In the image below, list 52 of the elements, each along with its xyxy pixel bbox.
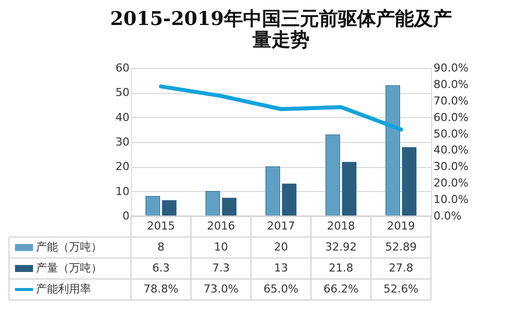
legend-label: 产量（万吨） bbox=[36, 262, 102, 274]
y2-tick-label: 20.0% bbox=[434, 176, 468, 190]
y-tick-label: 30 bbox=[116, 136, 130, 148]
y2-tick-label: 70.0% bbox=[434, 94, 468, 108]
data-label: 7.3 bbox=[212, 262, 230, 274]
x-tick-label: 2019 bbox=[387, 220, 415, 232]
bar bbox=[282, 184, 297, 216]
y2-tick-label: 0.0% bbox=[434, 210, 462, 222]
y-tick-label: 40 bbox=[116, 110, 130, 124]
legend-label: 产能利用率 bbox=[36, 282, 91, 296]
data-label: 78.8% bbox=[144, 282, 178, 296]
data-label: 13 bbox=[274, 262, 288, 274]
y-tick-label: 20 bbox=[116, 160, 130, 174]
bar bbox=[325, 134, 340, 216]
data-label: 20 bbox=[274, 240, 288, 254]
bar bbox=[265, 166, 280, 216]
data-label: 73.0% bbox=[204, 282, 238, 296]
y-tick-label: 0 bbox=[122, 210, 130, 222]
y2-tick-label: 90.0% bbox=[434, 62, 468, 74]
data-label: 66.2% bbox=[324, 282, 358, 296]
bar bbox=[385, 85, 400, 216]
y-tick-label: 50 bbox=[116, 86, 130, 100]
data-label: 8 bbox=[158, 240, 164, 254]
y-tick-label: 10 bbox=[116, 184, 130, 198]
x-tick-label: 2015 bbox=[147, 220, 175, 232]
data-label: 27.8 bbox=[388, 262, 414, 274]
x-tick-label: 2017 bbox=[267, 220, 295, 232]
y2-tick-label: 60.0% bbox=[434, 110, 468, 124]
y2-tick-label: 80.0% bbox=[434, 78, 468, 91]
bar bbox=[402, 147, 417, 216]
y2-tick-label: 30.0% bbox=[434, 160, 468, 174]
y2-tick-label: 10.0% bbox=[434, 193, 468, 206]
data-label: 21.8 bbox=[328, 262, 354, 274]
legend-label: 产能（万吨） bbox=[36, 240, 102, 254]
line-series bbox=[159, 84, 403, 132]
y2-tick-label: 40.0% bbox=[434, 144, 468, 157]
data-label: 32.92 bbox=[325, 240, 357, 254]
bar bbox=[145, 196, 160, 216]
x-tick-label: 2018 bbox=[327, 220, 355, 232]
bar bbox=[205, 191, 220, 216]
x-tick-label: 2016 bbox=[207, 220, 235, 232]
chart-title: 2015-2019年中国三元前驱体产能及产量走势 bbox=[110, 8, 452, 51]
bar bbox=[342, 162, 357, 216]
y2-tick-label: 50.0% bbox=[434, 127, 468, 140]
data-label: 52.6% bbox=[384, 282, 418, 296]
y-tick-label: 60 bbox=[116, 62, 130, 74]
data-label: 52.89 bbox=[385, 240, 417, 254]
data-label: 6.3 bbox=[152, 262, 170, 274]
data-label: 65.0% bbox=[264, 282, 298, 296]
bar bbox=[162, 200, 177, 216]
bar bbox=[222, 198, 237, 216]
data-label: 10 bbox=[214, 240, 228, 254]
